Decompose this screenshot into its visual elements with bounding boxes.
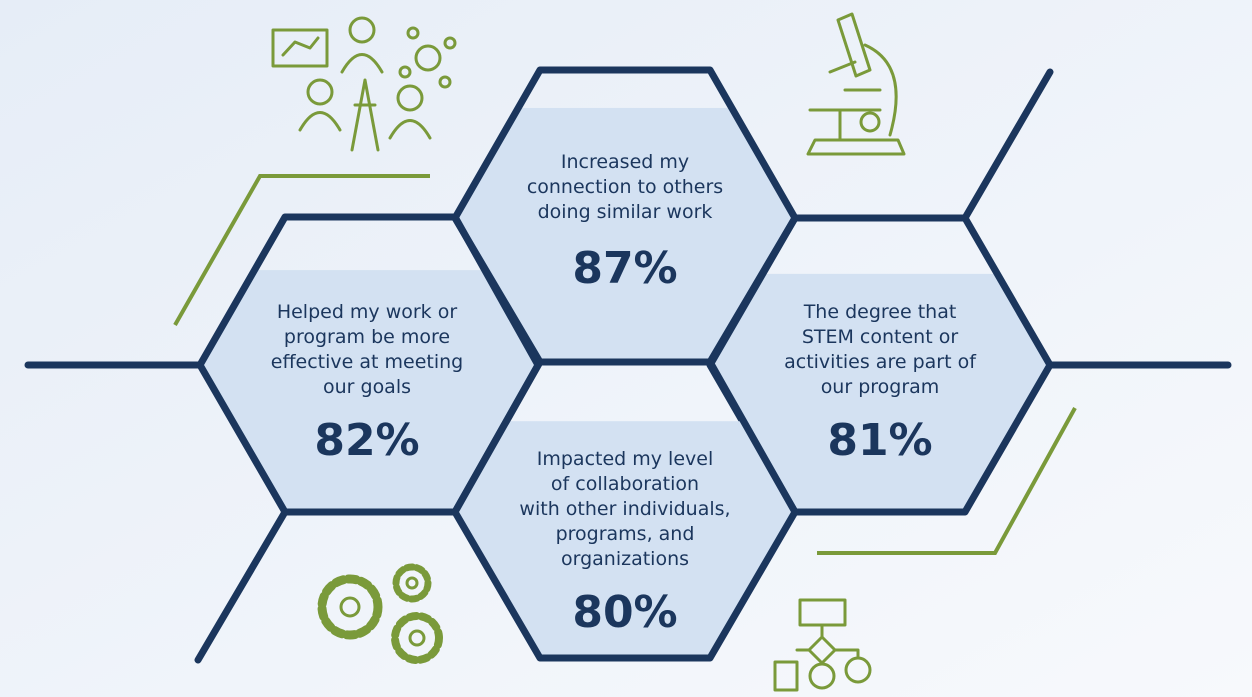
hexagon-label: Impacted my level xyxy=(537,448,713,470)
icon-people xyxy=(271,16,457,152)
accent-lines xyxy=(173,174,1077,555)
hexagon-label: of collaboration xyxy=(551,473,699,495)
hexagon-percent: 87% xyxy=(572,243,677,294)
hexagon-label: Helped my work or xyxy=(277,301,458,323)
hexagon-label: programs, and xyxy=(556,523,695,545)
hexagon-percent: 80% xyxy=(572,587,677,638)
hexagon-label: STEM content or xyxy=(802,326,959,348)
hexagons: Increased my connection to others doing si… xyxy=(196,66,1054,662)
hexagon-label: Increased my xyxy=(561,151,689,173)
icon-gears xyxy=(317,563,443,664)
hexagon-outline xyxy=(451,358,799,662)
hexagon-label: with other individuals, xyxy=(519,498,730,520)
hexagon-percent: 82% xyxy=(314,415,419,466)
icon-microscope xyxy=(806,12,906,156)
hexagon-label: effective at meeting xyxy=(271,351,463,373)
hexagon-label: program be more xyxy=(284,326,450,348)
hexagon-label: activities are part of xyxy=(784,351,977,373)
hexagon-label: our program xyxy=(821,376,940,398)
connector-lines xyxy=(24,68,1232,664)
icon-flowchart xyxy=(773,598,872,692)
hexagon-label: our goals xyxy=(323,376,411,398)
hexagon-percent: 81% xyxy=(827,415,932,466)
hexagon-label: organizations xyxy=(561,548,689,570)
hexagon-label: The degree that xyxy=(803,301,957,323)
hexagon-label: doing similar work xyxy=(538,201,713,223)
hexagon-label: connection to others xyxy=(527,176,723,198)
